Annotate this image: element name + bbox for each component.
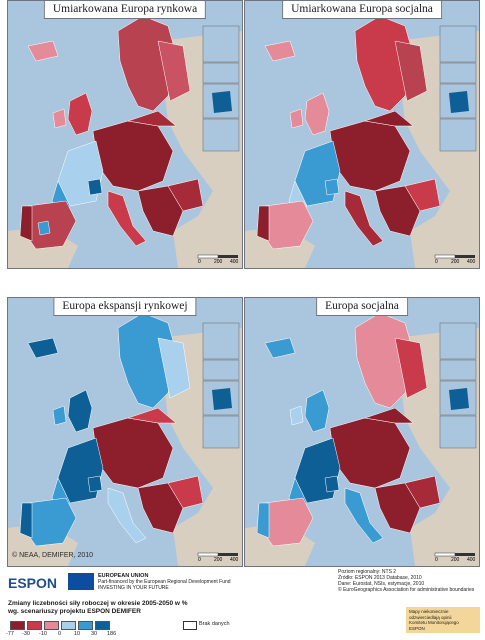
scale-label: 0 xyxy=(198,557,201,563)
copyright-watermark: © NEAA, DEMIFER, 2010 xyxy=(12,552,94,559)
scale-label: 0 xyxy=(435,557,438,563)
map-title: Umiarkowana Europa rynkowa xyxy=(43,1,207,19)
map-1 xyxy=(8,15,242,268)
eu-line: Part-financed by the European Regional D… xyxy=(98,579,231,585)
legend-swatch xyxy=(95,621,110,630)
legend-tick: 30 xyxy=(91,631,98,637)
scale-label: 200 xyxy=(451,259,460,265)
map-panel-1: Umiarkowana Europa rynkowa 0 200 400 xyxy=(7,0,243,269)
nodata-label: Brak danych xyxy=(199,621,230,627)
scale-label: 400 xyxy=(467,259,476,265)
note-line: Komitetu Monitorującego xyxy=(409,620,459,625)
scale-label: 0 xyxy=(435,259,438,265)
legend-tick: 10 xyxy=(74,631,81,637)
eu-flag-icon xyxy=(68,573,94,590)
note-line: ESPON xyxy=(409,625,425,631)
legend-tick: -10 xyxy=(39,631,47,637)
scale-label: 400 xyxy=(230,557,239,563)
legend-tick: 186 xyxy=(107,631,117,637)
meta-line: Dane: Eurostat, NSIs, estymacje, 2010 xyxy=(338,581,425,587)
espon-logo-text: ESPON xyxy=(8,575,57,591)
legend-swatch xyxy=(61,621,76,630)
scale-label: 200 xyxy=(214,259,223,265)
nodata-swatch xyxy=(183,621,197,630)
map-2 xyxy=(245,15,479,268)
meta-line: Poziom regionalny: NTS 2 xyxy=(338,569,397,575)
legend-title-line: Zmiany liczebności siły roboczej w okres… xyxy=(8,600,188,607)
maps-grid: Umiarkowana Europa rynkowa 0 200 400 xyxy=(7,0,480,567)
scale-label: 400 xyxy=(467,557,476,563)
legend-title-line: wg. scenariuszy projektu ESPON DEMIFER xyxy=(8,608,141,615)
map-panel-4: Europa socjalna 0 200 400 xyxy=(244,297,480,567)
note-line: odzwierciedlają opinii xyxy=(409,614,452,620)
map-title: Europa socjalna xyxy=(316,298,408,316)
espon-logo-icon: ESPON xyxy=(8,575,57,591)
map-4 xyxy=(245,312,479,566)
legend-swatch xyxy=(10,621,25,630)
legend-swatch xyxy=(78,621,93,630)
legend-tick: -77 xyxy=(6,631,14,637)
scale-label: 0 xyxy=(198,259,201,265)
map-panel-3: Europa ekspansji rynkowej 0 200 400 xyxy=(7,297,243,567)
scale-label: 200 xyxy=(214,557,223,563)
meta-line: Źródło: ESPON 2013 Database, 2010 xyxy=(338,575,422,581)
map-3 xyxy=(8,312,242,566)
scale-label: 400 xyxy=(230,259,239,265)
scale-label: 200 xyxy=(451,557,460,563)
disclaimer-note: Mapy niekoniecznie odzwierciedlają opini… xyxy=(406,607,480,633)
legend-title: Zmiany liczebności siły roboczej w okres… xyxy=(8,600,248,616)
legend-swatch xyxy=(44,621,59,630)
legend-tick: 0 xyxy=(58,631,62,637)
eu-line: INVESTING IN YOUR FUTURE xyxy=(98,585,169,591)
map-title: Umiarkowana Europa socjalna xyxy=(282,1,442,19)
note-line: Mapy niekoniecznie xyxy=(409,609,449,614)
footer: ESPON EUROPEAN UNION Part-financed by th… xyxy=(0,567,485,640)
map-panel-2: Umiarkowana Europa socjalna 0 200 400 xyxy=(244,0,480,269)
source-metadata: Poziom regionalny: NTS 2 Źródło: ESPON 2… xyxy=(338,569,483,593)
eu-line: EUROPEAN UNION xyxy=(98,573,149,579)
legend-tick: -30 xyxy=(22,631,30,637)
map-title: Europa ekspansji rynkowej xyxy=(53,298,197,316)
eu-funding-text: EUROPEAN UNION Part-financed by the Euro… xyxy=(98,573,268,591)
meta-line: © EuroGeographics Association for admini… xyxy=(338,587,475,593)
legend-swatch xyxy=(27,621,42,630)
